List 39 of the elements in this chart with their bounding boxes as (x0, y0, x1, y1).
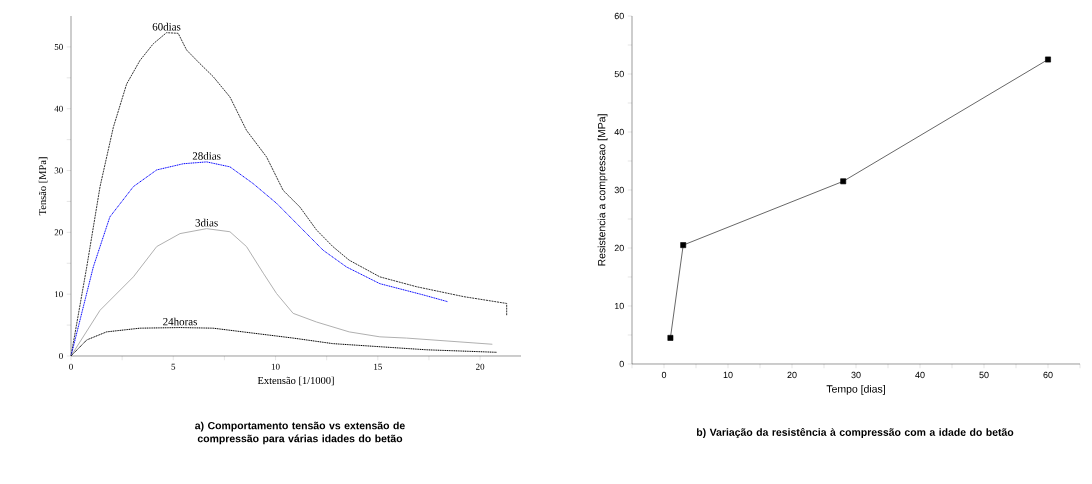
x-tick-label: 20 (787, 371, 797, 379)
series-label: 3dias (195, 218, 218, 227)
series-label: 60dias (152, 22, 181, 31)
x-tick-label: 10 (271, 363, 280, 370)
y-tick-label: 30 (614, 186, 624, 194)
x-tick-label: 20 (476, 363, 485, 370)
x-tick-label: 30 (851, 371, 861, 379)
point (1045, 56, 1051, 63)
y-axis-title: Tensão [MPa] (38, 157, 48, 216)
point (680, 242, 687, 248)
y-tick-label: 20 (614, 244, 624, 252)
series-label: 24horas (163, 317, 197, 326)
y-tick-label: 10 (55, 291, 63, 298)
y-axis-title: Resistencia a compressao [MPa] (597, 114, 608, 266)
y-tick-label: 0 (59, 352, 63, 360)
point (667, 335, 674, 341)
series-label: 28dias (192, 151, 221, 160)
text: b) Variação da resistência à compressão com a idade do betão (696, 428, 1014, 438)
x-tick-label: 15 (374, 363, 382, 370)
x-axis-title: Extensão [1/1000] (257, 376, 334, 386)
x-tick-label: 5 (171, 363, 176, 370)
y-tick-label: 40 (614, 128, 624, 136)
y-tick-label: 50 (54, 43, 63, 50)
y-tick-label: 40 (54, 105, 63, 112)
x-tick-label: 40 (915, 371, 925, 379)
x-tick-label: 50 (979, 371, 989, 379)
y-tick-label: 50 (614, 70, 624, 78)
line-series (70, 228, 493, 357)
x-axis-title: Tempo [dias] (826, 384, 885, 395)
x-tick-label: 0 (69, 363, 73, 370)
text: a) Comportamento tensão vs extensão de compressão para várias idades do betão (195, 421, 405, 445)
point (840, 178, 847, 185)
x-tick-label: 60 (1043, 371, 1053, 379)
x-tick-label: 0 (661, 371, 667, 379)
y-tick-label: 20 (54, 229, 63, 236)
y-tick-label: 60 (614, 12, 624, 20)
x-tick-label: 10 (723, 371, 733, 379)
y-tick-label: 10 (614, 302, 624, 310)
y-tick-label: 30 (54, 167, 63, 174)
